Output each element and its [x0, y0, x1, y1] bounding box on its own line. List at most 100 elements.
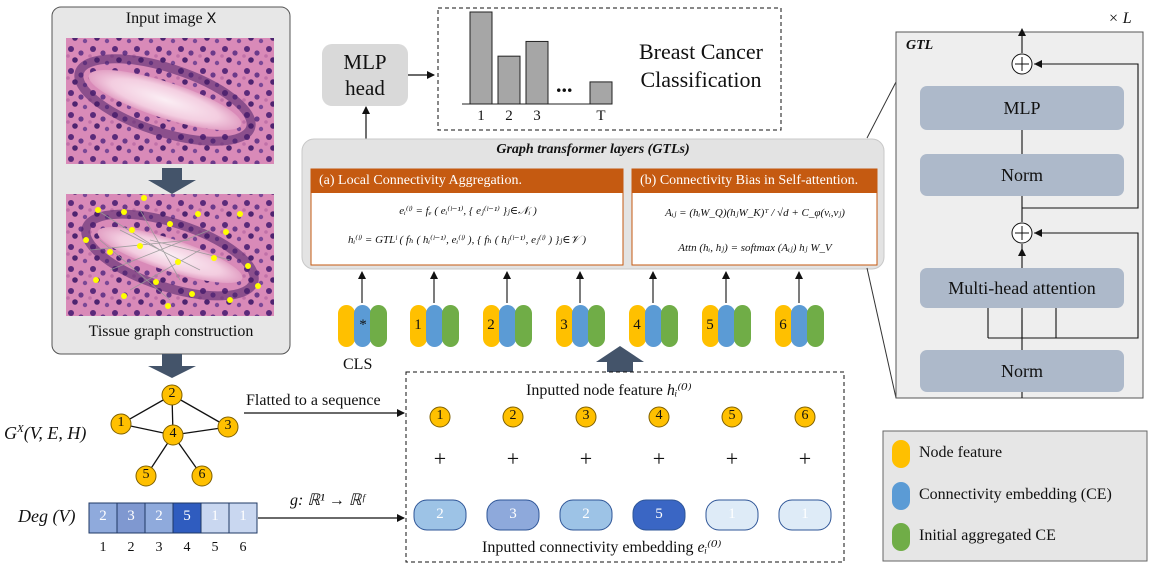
legend-initial-ce: Initial aggregated CE	[919, 527, 1056, 544]
token-node-feature	[483, 305, 500, 347]
plus-sign: +	[579, 446, 593, 471]
token-label: 6	[779, 317, 787, 333]
input-tissue-image	[66, 38, 274, 164]
classification-line2: Classification	[640, 67, 762, 92]
plus-sign: +	[725, 446, 739, 471]
token-label: 3	[560, 317, 568, 333]
embedding-pill	[559, 499, 613, 531]
panel-a-formula-2: hᵢ⁽ˡ⁾ = GTLˡ ( fₕ ( hᵢ⁽ˡ⁻¹⁾, eᵢ⁽ˡ⁾ ), { …	[348, 234, 586, 246]
token-node-feature	[629, 305, 646, 347]
graph-node	[110, 413, 132, 435]
degree-index: 1	[99, 540, 107, 555]
bar-label: T	[596, 108, 606, 124]
legend-yellow-swatch	[892, 440, 910, 468]
token-node-feature	[775, 305, 792, 347]
token-ce	[354, 305, 371, 347]
token-ce	[645, 305, 662, 347]
graph-node-label: 1	[117, 415, 125, 430]
legend-box	[882, 430, 1148, 562]
legend-node-feature: Node feature	[919, 444, 1003, 461]
sequence-node-label: 4	[655, 408, 663, 423]
degree-cell-value: 1	[239, 508, 247, 524]
graph-label-args: (V, E, H)	[23, 423, 87, 443]
sequence-node	[721, 406, 743, 428]
degree-cell-value: 3	[127, 508, 135, 524]
plus-icon	[1015, 57, 1029, 71]
sequence-node-label: 3	[582, 408, 590, 423]
token-ce	[572, 305, 589, 347]
class-bar	[525, 40, 549, 105]
classification-box	[437, 7, 782, 131]
graph-node	[135, 465, 157, 487]
gtl-norm-top-box: Norm	[920, 154, 1124, 196]
flatten-label: Flatted to a sequence	[246, 392, 381, 409]
embedding-pill-label: 5	[655, 506, 663, 522]
sequence-box	[405, 371, 845, 563]
token-node-feature	[556, 305, 573, 347]
token-ce	[791, 305, 808, 347]
node-feature-symbol: hᵢ⁽⁰⁾	[666, 382, 692, 399]
token-ce	[718, 305, 735, 347]
embedding-row	[413, 499, 832, 531]
panel-b-formula-1: Aᵢⱼ = (hᵢW_Q)(hⱼW_K)ᵀ / √d + C_φ(vᵢ,vⱼ)	[665, 207, 845, 219]
down-arrow-icon	[148, 354, 196, 378]
gtl-block-title: GTL	[906, 38, 934, 53]
class-bar	[589, 81, 613, 105]
input-title-var: X	[206, 10, 217, 28]
graph-node-label: 2	[168, 386, 176, 401]
plus-sign: +	[433, 446, 447, 471]
token-initial-ce	[442, 305, 459, 347]
bar-label: 2	[505, 108, 513, 124]
plus-sign: +	[798, 446, 812, 471]
token-label: 5	[706, 317, 714, 333]
sequence-node-label: 2	[509, 408, 517, 423]
graph-node	[217, 416, 239, 438]
graph-label: GX(V, E, H)	[4, 423, 86, 444]
sequence-node-label: 5	[728, 408, 736, 423]
gtl-mlp-box: MLP	[920, 86, 1124, 130]
embedding-pill-label: 1	[801, 506, 809, 522]
mlp-head-box	[322, 44, 408, 106]
graph-node-label: 5	[142, 467, 150, 482]
bars-ellipsis: ...	[556, 72, 573, 97]
embedding-label: Inputted connectivity embedding eᵢ⁽⁰⁾	[482, 537, 721, 557]
sequence-node	[648, 406, 670, 428]
input-image-title: Input image X	[52, 10, 290, 28]
embedding-pill	[778, 499, 832, 531]
degree-cell-value: 2	[99, 508, 107, 524]
degree-index: 3	[155, 540, 163, 555]
mlp-head-line2: head	[345, 76, 385, 100]
embedding-pill-label: 2	[436, 506, 444, 522]
panel-b-formula-2: Attn (hᵢ, hⱼ) = softmax (Aᵢⱼ) hⱼ W_V	[678, 242, 832, 254]
degree-index: 5	[211, 540, 219, 555]
class-bar	[497, 55, 521, 105]
node-feature-text: Inputted node feature	[526, 382, 663, 399]
token-initial-ce	[588, 305, 605, 347]
down-arrow-icon	[148, 168, 196, 194]
mlp-head-label: MLP head	[322, 49, 408, 101]
sequence-node	[502, 406, 524, 428]
degree-table	[88, 502, 258, 534]
embedding-pill-label: 3	[509, 506, 517, 522]
mapping-label: g: ℝ¹ → ℝᶠ	[290, 492, 365, 509]
plus-sign: +	[506, 446, 520, 471]
classification-line1: Breast Cancer	[639, 39, 763, 64]
node-feature-row	[429, 406, 816, 428]
cls-label: CLS	[343, 356, 373, 373]
sequence-node	[794, 406, 816, 428]
gtl-norm-bottom-box: Norm	[920, 350, 1124, 392]
graph-node	[191, 465, 213, 487]
token-node-feature	[338, 305, 355, 347]
token-ce	[499, 305, 516, 347]
up-arrow-icon	[596, 346, 644, 372]
token-label: 4	[633, 317, 641, 333]
panel-b-header: (b) Connectivity Bias in Self-attention.	[632, 169, 877, 193]
token-label: 2	[487, 317, 495, 333]
sequence-node-label: 1	[436, 408, 444, 423]
panel-a-formula-1: eᵢ⁽ˡ⁾ = fₑ ( eᵢ⁽ˡ⁻¹⁾, { eⱼ⁽ˡ⁻¹⁾ }ⱼ∈𝒩ᵢ )	[399, 205, 537, 217]
legend-green-swatch	[892, 523, 910, 551]
input-caption: Tissue graph construction	[88, 323, 254, 340]
embedding-pill	[632, 499, 686, 531]
token-sequence	[338, 271, 824, 347]
